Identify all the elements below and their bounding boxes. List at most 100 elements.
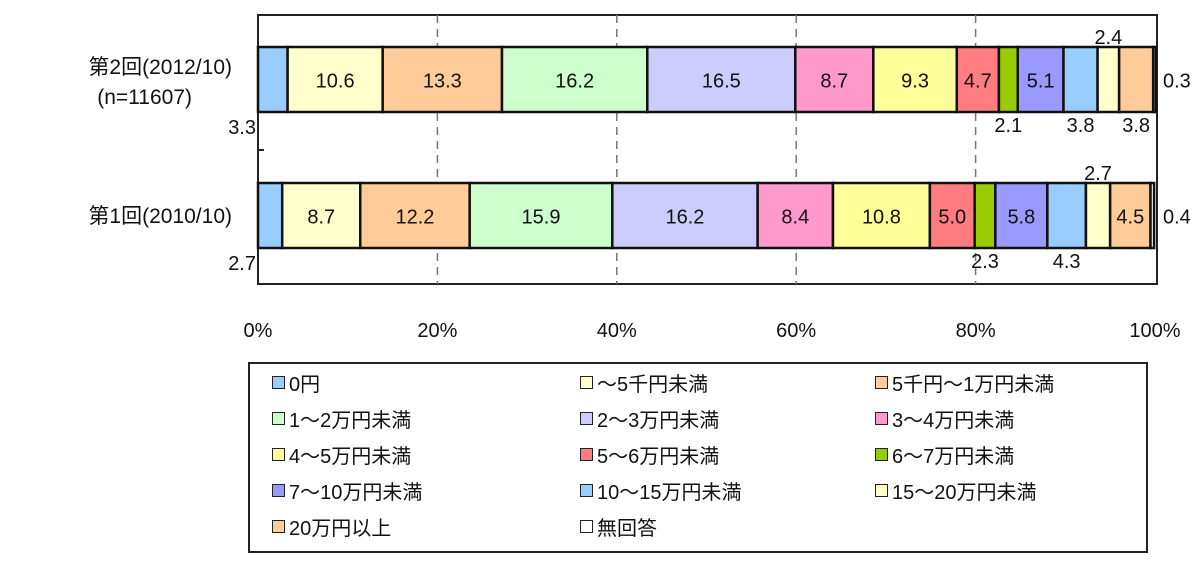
legend-swatch (272, 376, 285, 389)
legend-swatch (272, 484, 285, 497)
data-label: 10.8 (862, 207, 901, 229)
data-label: 16.2 (666, 207, 705, 229)
data-label: 0.4 (1163, 207, 1191, 229)
legend-item: 5～6万円未満 (580, 440, 719, 469)
data-label: 10.6 (316, 71, 355, 93)
category-sublabel: (n=11607) (97, 86, 192, 109)
data-label: 13.3 (423, 71, 462, 93)
legend-item: 6～7万円未満 (875, 440, 1014, 469)
bar-segment (1151, 45, 1158, 114)
legend-label: 2～3万円未満 (597, 410, 720, 432)
legend-label: ～5千円未満 (597, 374, 709, 396)
legend-label: 5～6万円未満 (597, 446, 720, 468)
legend-label: 3～4万円未満 (892, 410, 1015, 432)
data-label: 2.1 (994, 115, 1022, 137)
legend-swatch (272, 412, 285, 425)
legend-item: 2～3万円未満 (580, 404, 719, 433)
bar-segment (256, 45, 289, 114)
legend-swatch (580, 448, 593, 461)
legend-label: 20万円以上 (289, 518, 392, 540)
bar-segment (872, 45, 959, 114)
legend-item: 3～4万円未満 (875, 404, 1014, 433)
bar-segment (359, 181, 471, 250)
data-label: 3.8 (1067, 115, 1095, 137)
data-label: 8.4 (781, 207, 809, 229)
legend-swatch (875, 484, 888, 497)
legend-item: ～5千円未満 (580, 368, 708, 397)
legend-swatch (875, 412, 888, 425)
x-tick-label: 0% (244, 320, 273, 342)
data-label: 8.7 (820, 71, 848, 93)
bar-segment (286, 45, 384, 114)
bar-segment (646, 45, 797, 114)
bar-segment (1016, 45, 1065, 114)
legend-item: 5千円～1万円未満 (875, 368, 1054, 397)
legend: 0円 ～5千円未満 5千円～1万円未満 1～2万円未満 2～3万円未満 3～4万円未満 4～… (248, 362, 1148, 553)
x-tick-label: 60% (776, 320, 816, 342)
bar-segment (280, 181, 362, 250)
legend-label: 10～15万円未満 (597, 482, 742, 504)
bar-segment (381, 45, 504, 114)
x-tick-label: 100% (1129, 320, 1180, 342)
legend-swatch (875, 376, 888, 389)
data-label: 9.3 (901, 71, 929, 93)
x-tick-label: 20% (417, 320, 457, 342)
legend-item: 1～2万円未満 (272, 404, 411, 433)
data-label: 2.7 (228, 253, 256, 275)
legend-swatch (580, 412, 593, 425)
data-label: 2.3 (971, 251, 999, 273)
legend-item: 7～10万円未満 (272, 476, 422, 505)
bar-segment (1108, 181, 1152, 250)
data-label: 5.0 (938, 207, 966, 229)
bar-segment (997, 45, 1020, 114)
legend-label: 4～5万円未満 (289, 446, 412, 468)
legend-label: 6～7万円未満 (892, 446, 1015, 468)
legend-item: 4～5万円未満 (272, 440, 411, 469)
data-label: 15.9 (522, 207, 561, 229)
legend-label: 15～20万円未満 (892, 482, 1037, 504)
bar-segment (1149, 181, 1156, 250)
data-label: 12.2 (396, 207, 435, 229)
bar-segment (831, 181, 932, 250)
data-label: 3.8 (1122, 115, 1150, 137)
legend-item: 15～20万円未満 (875, 476, 1037, 505)
bar-segment (955, 45, 1001, 114)
legend-swatch (580, 484, 593, 497)
legend-label: 無回答 (597, 518, 657, 540)
legend-item: 20万円以上 (272, 512, 391, 541)
legend-swatch (875, 448, 888, 461)
data-label: 16.5 (702, 71, 741, 93)
legend-label: 1～2万円未満 (289, 410, 412, 432)
x-tick-label: 80% (956, 320, 996, 342)
data-label: 2.7 (1084, 163, 1112, 185)
legend-label: 0円 (289, 374, 321, 396)
x-tick-label: 40% (597, 320, 637, 342)
bar-segment (1062, 45, 1099, 114)
bar-segment (994, 181, 1049, 250)
legend-swatch (272, 448, 285, 461)
bar-segment (1096, 45, 1121, 114)
bar-segment (256, 181, 284, 250)
legend-label: 7～10万円未満 (289, 482, 423, 504)
bar-segment (756, 181, 835, 250)
legend-item: 10～15万円未満 (580, 476, 742, 505)
category-label: 第2回(2012/10) (88, 56, 232, 79)
legend-item: 0円 (272, 368, 320, 397)
bar-segment (1084, 181, 1112, 250)
legend-swatch (580, 376, 593, 389)
legend-item: 無回答 (580, 512, 657, 541)
bar-segment (1046, 181, 1088, 250)
data-label: 0.3 (1163, 71, 1191, 93)
data-label: 4.5 (1116, 207, 1144, 229)
legend-swatch (272, 520, 285, 533)
data-label: 4.7 (964, 71, 992, 93)
legend-label: 5千円～1万円未満 (892, 374, 1055, 396)
data-label: 16.2 (555, 71, 594, 93)
data-label: 5.8 (1007, 207, 1035, 229)
data-label: 8.7 (307, 207, 335, 229)
bar-segment (794, 45, 875, 114)
data-label: 3.3 (228, 117, 256, 139)
bar-segment (1117, 45, 1155, 114)
data-label: 5.1 (1027, 71, 1055, 93)
